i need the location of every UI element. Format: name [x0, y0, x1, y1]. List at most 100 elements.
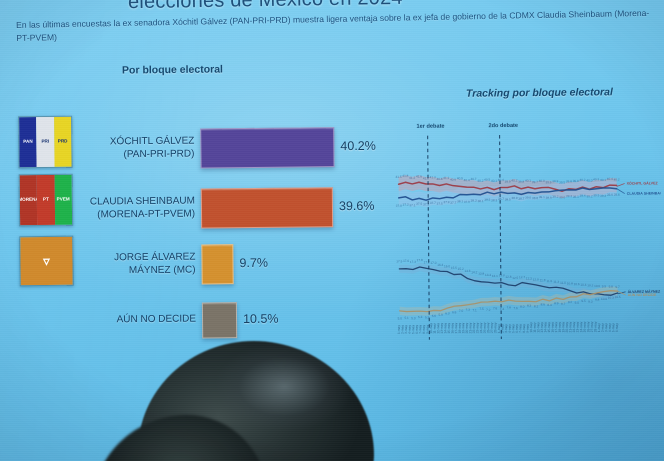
- x-axis-tick-label: 5-may: [511, 324, 515, 333]
- data-point-label: 5.3: [418, 315, 423, 319]
- data-point-label: 7.1: [472, 308, 477, 312]
- data-point-label: 39.6: [607, 193, 613, 197]
- data-point-label: 9.3: [588, 300, 593, 304]
- series-line: [399, 290, 619, 313]
- bar-chart: PAN PRI PRD XÓCHITL GÁLVEZ (PAN-PRI-PRD) 40.2…: [0, 105, 382, 359]
- data-point-label: 37.3: [423, 202, 429, 206]
- data-point-label: 7.2: [486, 308, 491, 312]
- data-point-label: 5.0: [411, 316, 416, 320]
- legend-leader-line: [617, 290, 626, 296]
- data-point-label: 41.2: [409, 176, 415, 180]
- data-point-label: 6.3: [445, 311, 450, 315]
- data-point-label: 41.1: [443, 176, 449, 180]
- x-axis-tick-label: 22-may: [572, 321, 576, 332]
- data-point-label: 38.7: [498, 197, 504, 201]
- data-point-label: 8.1: [534, 304, 539, 308]
- x-axis-tick-label: 3-may: [504, 324, 508, 333]
- data-point-label: 40.0: [586, 178, 592, 182]
- x-axis-tick-label: 17-may: [454, 322, 458, 333]
- x-axis-tick-label: 10-may: [429, 323, 433, 334]
- pan-pri-prd-coalition-logo: PAN PRI PRD: [18, 115, 73, 169]
- data-point-label: 40.2: [511, 178, 517, 182]
- data-point-label: 12.3: [526, 276, 532, 280]
- data-point-label: 5.1: [404, 316, 409, 320]
- data-point-label: 9.0: [575, 301, 580, 305]
- x-axis-tick-label: 24-may: [479, 322, 483, 333]
- x-axis-tick-label: 15-may: [447, 322, 451, 333]
- data-point-label: 17.5: [396, 259, 402, 263]
- data-point-label: 11.0: [560, 281, 566, 285]
- x-axis-tick-label: 13-may: [440, 323, 444, 334]
- x-axis-tick-label: 25-may: [583, 321, 587, 332]
- data-point-label: 17.2: [424, 260, 430, 264]
- bar-value-label: 40.2%: [340, 138, 376, 154]
- data-point-label: 39.2: [587, 194, 593, 198]
- series-confidence-band: [399, 286, 618, 316]
- tracking-chart-svg: 41.5 41.841.2 41.641.0 41.3 40.8 41.1 40.6 40.9…: [396, 135, 662, 340]
- data-point-label: 13.1: [492, 274, 498, 278]
- party-logo-segment: ▿: [20, 236, 73, 286]
- x-axis-tick-label: 24-may: [579, 321, 583, 332]
- x-axis-tick-label: 21-may: [468, 322, 472, 333]
- data-point-label: 41.0: [423, 176, 429, 180]
- data-point-label: 7.5: [479, 307, 484, 311]
- data-point-label: 39.3: [566, 194, 572, 198]
- data-point-label: 40.4: [464, 178, 470, 182]
- data-point-label: 38.1: [457, 199, 463, 203]
- data-point-label: 14.2: [471, 270, 477, 274]
- data-point-label: 40.2: [614, 178, 620, 182]
- party-logo-mark: MORENA: [18, 196, 39, 202]
- party-logo-mark: PAN: [23, 138, 33, 144]
- x-axis-tick-label: 1-may: [597, 323, 601, 332]
- data-point-label: 39.4: [580, 194, 586, 198]
- right-panel-heading: Tracking por bloque electoral: [465, 86, 613, 100]
- candidate-name: XÓCHITL GÁLVEZ (PAN-PRI-PRD): [110, 136, 195, 162]
- bar-row: AÚN NO DECIDE 10.5%: [0, 105, 380, 339]
- data-point-label: 39.8: [518, 180, 524, 184]
- candidate-name-line1: XÓCHITL GÁLVEZ: [109, 135, 195, 148]
- data-point-label: 10.6: [574, 282, 580, 286]
- data-point-label: 15.5: [451, 266, 457, 270]
- data-point-label: 39.9: [552, 179, 558, 183]
- data-point-label: 40.6: [450, 178, 456, 182]
- bar-value-label: 10.5%: [242, 311, 279, 327]
- data-point-label: 17.8: [417, 258, 423, 262]
- data-point-label: 10.5: [615, 295, 621, 299]
- party-logo-mark: ▿: [43, 253, 50, 269]
- x-axis-tick-label: 25-may: [483, 322, 487, 333]
- data-point-label: 11.3: [553, 280, 559, 284]
- data-point-label: 39.6: [614, 193, 620, 197]
- data-point-label: 40.5: [484, 178, 490, 182]
- data-point-label: 11.8: [540, 278, 546, 282]
- data-point-label: 5.9: [438, 313, 443, 317]
- x-axis-tick-label: 14-may: [543, 322, 547, 333]
- x-axis-tick-label: 7-may: [518, 324, 522, 333]
- data-point-label: 10.0: [601, 297, 607, 301]
- data-point-label: 37.0: [396, 204, 402, 208]
- data-point-label: 10.8: [567, 281, 573, 285]
- data-point-label: 37.9: [443, 200, 449, 204]
- data-point-label: 39.5: [593, 193, 599, 197]
- data-point-label: 12.7: [519, 275, 525, 279]
- data-point-label: 38.3: [491, 198, 497, 202]
- x-axis-tick-label: 4-may: [408, 325, 412, 334]
- data-point-label: 10.3: [608, 296, 614, 300]
- data-point-label: 40.0: [539, 179, 545, 183]
- data-point-label: 9.8: [609, 285, 614, 289]
- x-axis-tick-label: 8-may: [422, 324, 426, 333]
- x-axis-tick-label: 15-may: [547, 322, 551, 333]
- data-point-label: 11.5: [546, 279, 552, 283]
- data-point-label: 41.8: [402, 174, 408, 178]
- x-axis-tick-label: 27-may: [590, 321, 594, 332]
- data-point-label: 13.3: [499, 273, 505, 277]
- data-point-label: 15.2: [458, 267, 464, 271]
- x-axis-tick-label: 2-may: [500, 324, 504, 333]
- party-logo-mark: PT: [42, 196, 49, 202]
- data-point-label: 41.3: [430, 175, 436, 179]
- data-point-label: 41.6: [416, 174, 422, 178]
- data-point-label: 37.5: [416, 202, 422, 206]
- data-point-label: 40.7: [470, 177, 476, 181]
- x-axis-tick-label: 26-may: [586, 321, 590, 332]
